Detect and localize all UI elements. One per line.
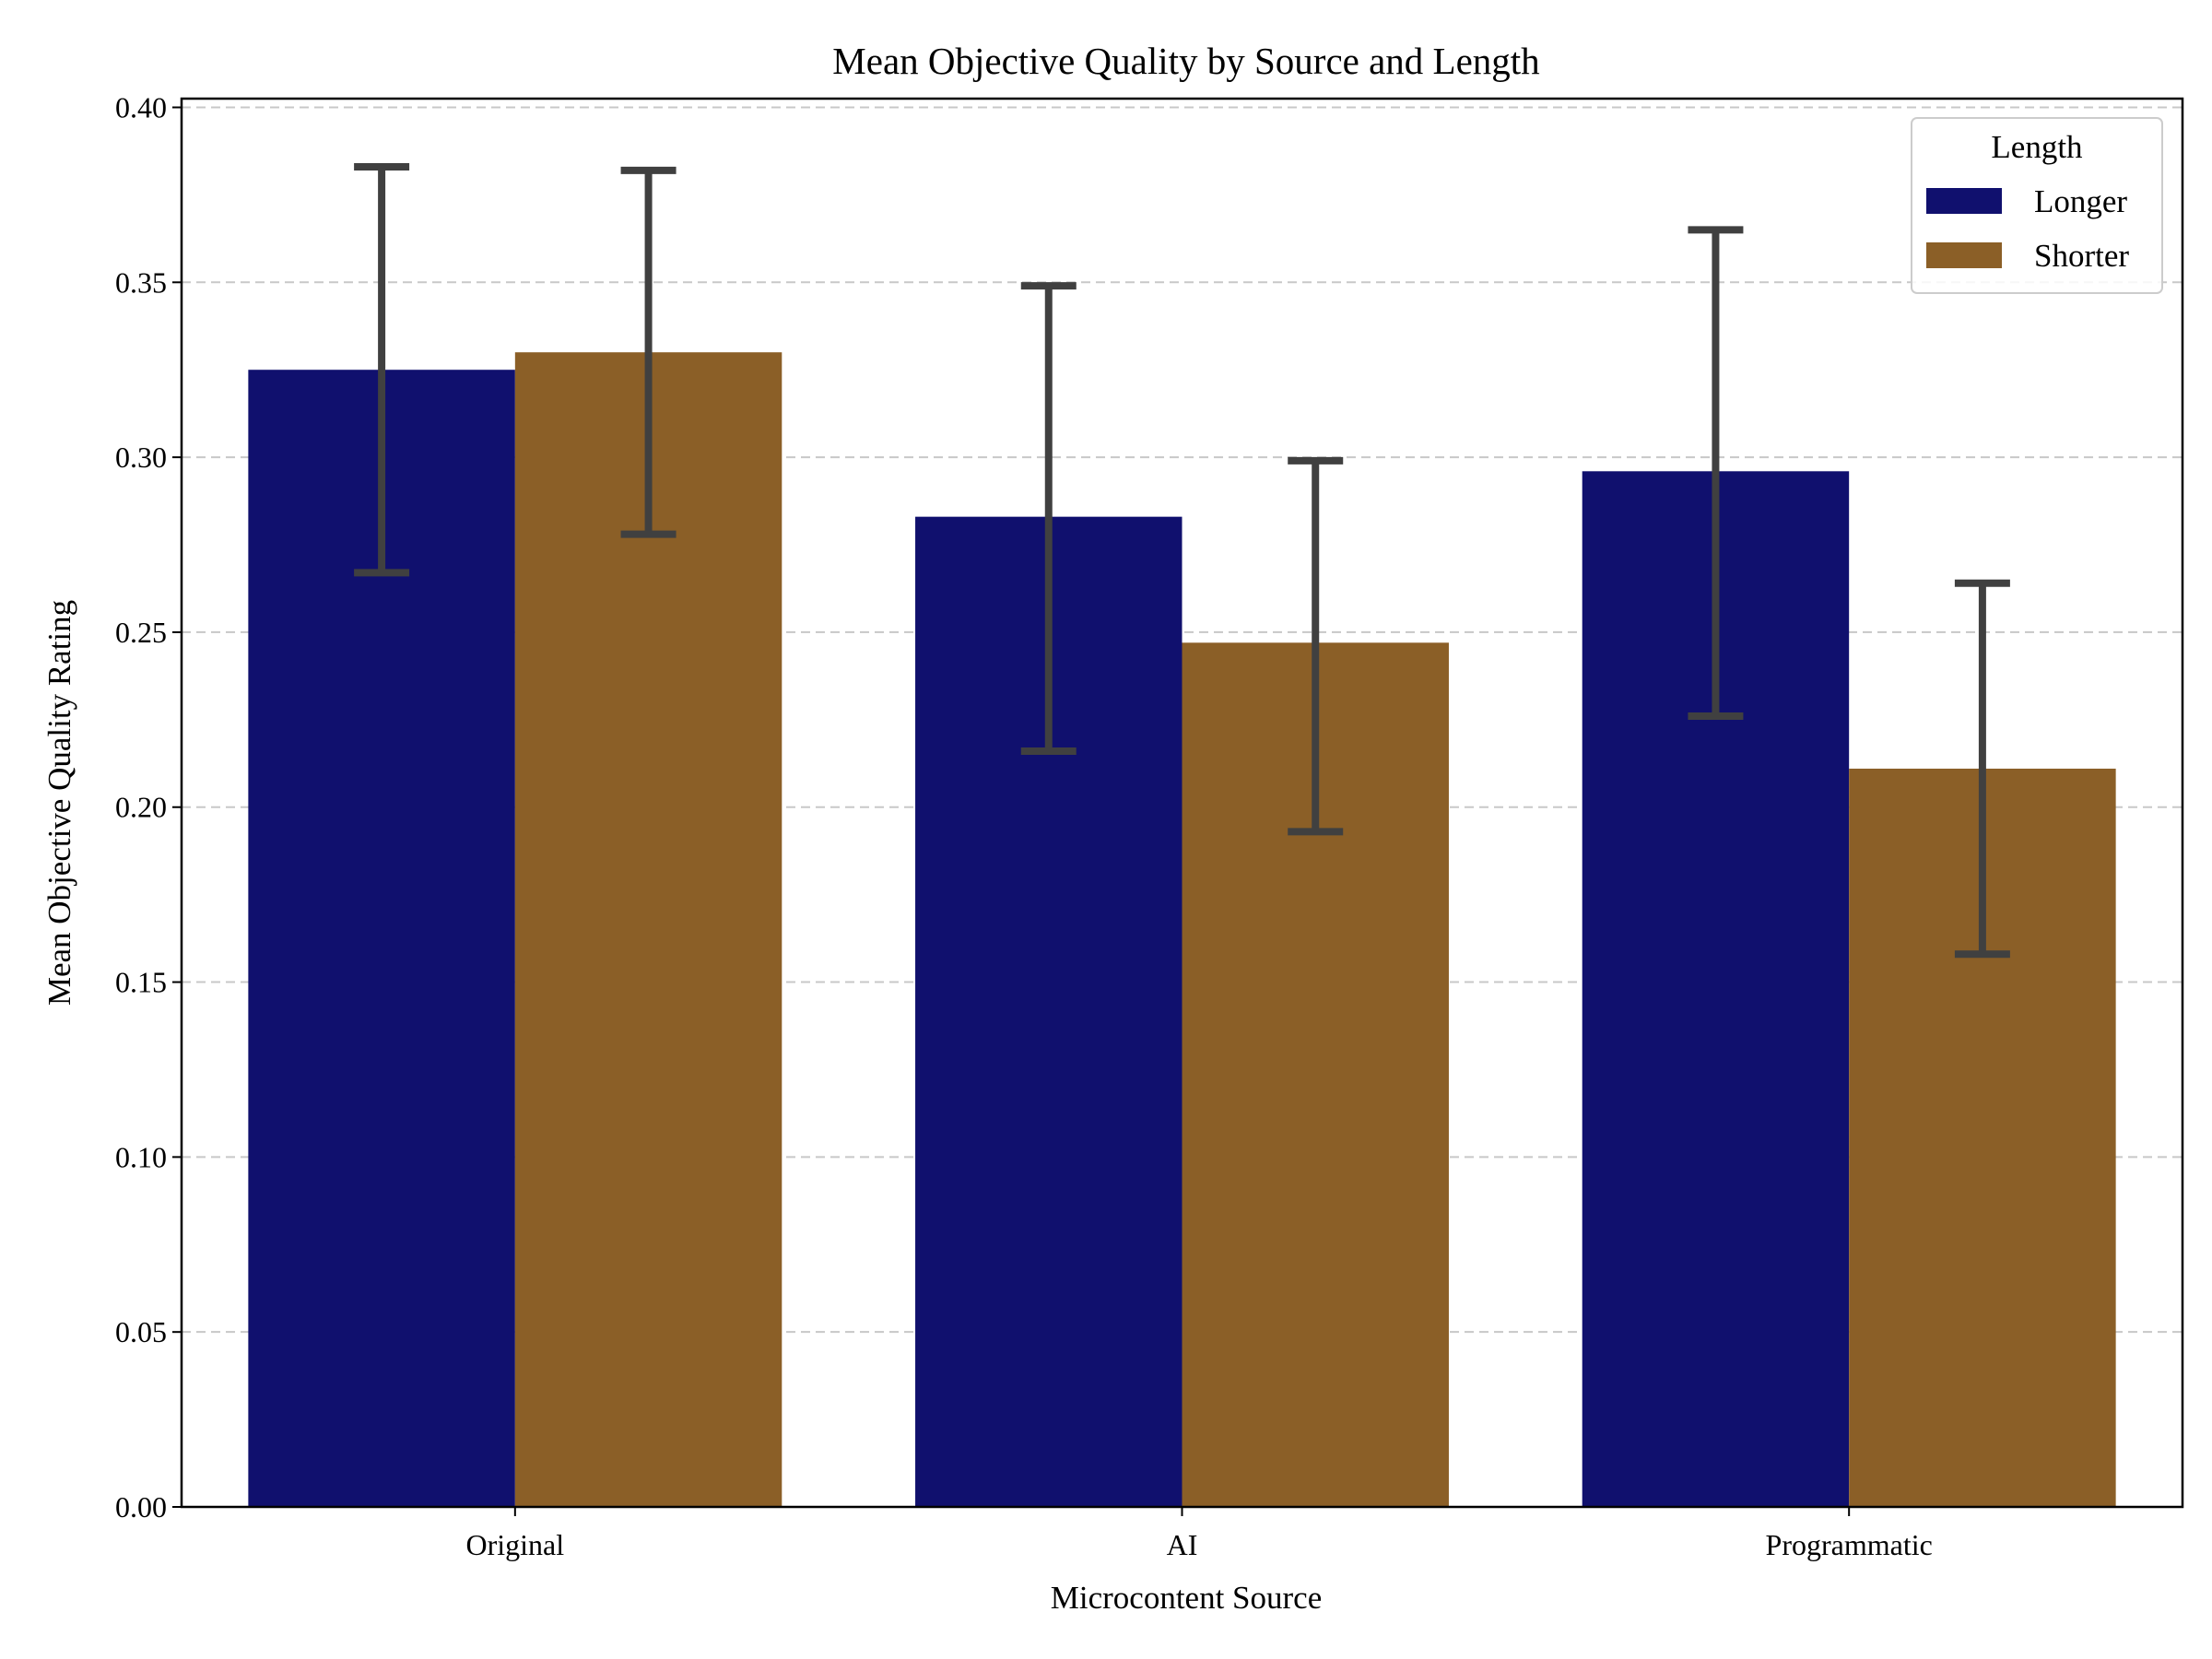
y-tick-label: 0.00 [115, 1490, 167, 1524]
legend-swatch-shorter [1926, 242, 2002, 268]
error-bars [354, 163, 2010, 959]
legend: Length Longer Shorter [1911, 117, 2163, 294]
y-tick-label: 0.20 [115, 791, 167, 824]
x-tick-label: Programmatic [1766, 1528, 1933, 1561]
x-tick-label: Original [466, 1528, 565, 1561]
y-tick-label: 0.05 [115, 1315, 167, 1348]
legend-title: Length [1991, 129, 2083, 165]
legend-label-shorter: Shorter [2034, 238, 2129, 274]
y-tick-label: 0.35 [115, 265, 167, 299]
x-tick-label: AI [1167, 1528, 1198, 1561]
bar-shorter-original [514, 352, 782, 1507]
y-tick-label: 0.15 [115, 966, 167, 999]
y-tick-label: 0.10 [115, 1140, 167, 1173]
y-axis-ticks: 0.00 0.05 0.10 0.15 0.20 0.25 0.30 0.35 0.40 [115, 90, 182, 1524]
legend-label-longer: Longer [2034, 183, 2127, 219]
bars [248, 352, 2116, 1507]
legend-swatch-longer [1926, 188, 2002, 214]
y-tick-label: 0.25 [115, 616, 167, 649]
x-axis-ticks: Original AI Programmatic [466, 1507, 1933, 1561]
x-axis-label: Microcontent Source [1051, 1580, 1323, 1616]
y-axis-label: Mean Objective Quality Rating [41, 600, 77, 1006]
y-tick-label: 0.40 [115, 90, 167, 124]
chart-title: Mean Objective Quality by Source and Len… [832, 40, 1539, 82]
y-tick-label: 0.30 [115, 441, 167, 474]
